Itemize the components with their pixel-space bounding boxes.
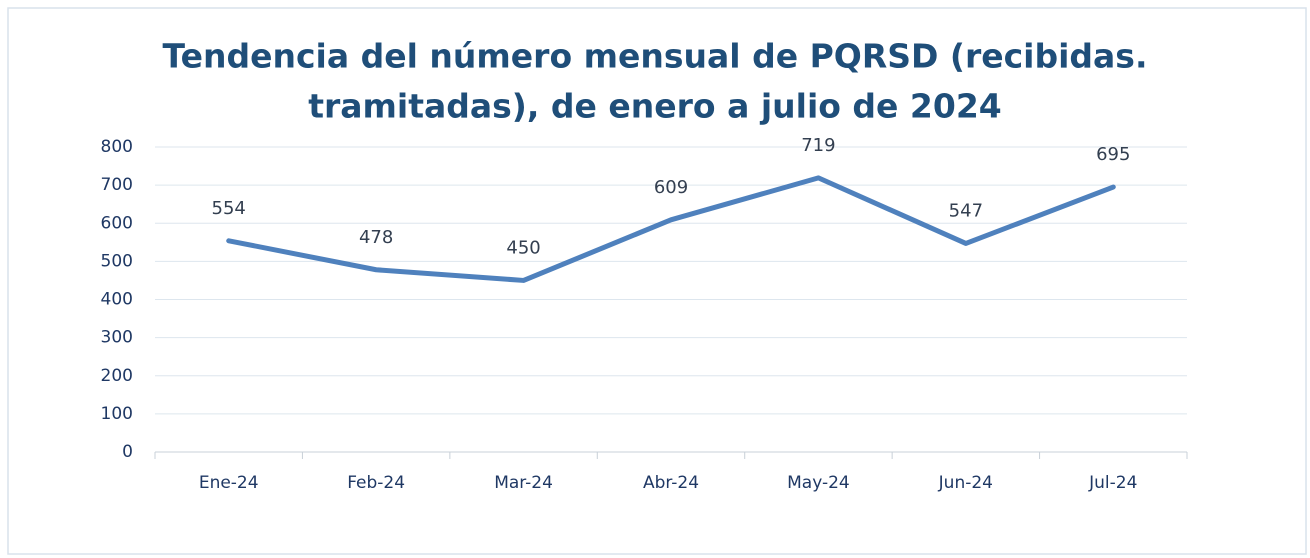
- data-label: 554: [212, 198, 246, 219]
- chart-title: Tendencia del número mensual de PQRSD (r…: [163, 37, 1148, 76]
- y-tick-label: 300: [101, 328, 133, 348]
- x-tick-label: May-24: [787, 473, 850, 493]
- data-label: 547: [949, 200, 983, 221]
- y-tick-label: 0: [122, 442, 133, 462]
- y-tick-label: 200: [101, 366, 133, 386]
- y-tick-label: 700: [101, 175, 133, 195]
- y-tick-label: 600: [101, 213, 133, 233]
- chart-frame: [7, 7, 1307, 555]
- y-tick-label: 100: [101, 404, 133, 424]
- line: [226, 175, 1116, 283]
- chart-title: tramitadas), de enero a julio de 2024: [308, 87, 1002, 126]
- y-tick-label: 400: [101, 290, 133, 310]
- data-label: 450: [506, 237, 540, 258]
- data-label: 478: [359, 227, 393, 248]
- data-label: 719: [801, 135, 835, 156]
- x-tick-label: Ene-24: [199, 473, 259, 493]
- x-tick-label: Jul-24: [1088, 473, 1137, 493]
- x-tick-label: Mar-24: [494, 473, 553, 493]
- x-tick-label: Abr-24: [643, 473, 699, 493]
- data-label: 609: [654, 177, 688, 198]
- y-tick-label: 500: [101, 251, 133, 271]
- y-tick-label: 800: [101, 137, 133, 157]
- data-label: 695: [1096, 144, 1130, 165]
- x-tick-label: Jun-24: [938, 473, 993, 493]
- x-tick-label: Feb-24: [347, 473, 405, 493]
